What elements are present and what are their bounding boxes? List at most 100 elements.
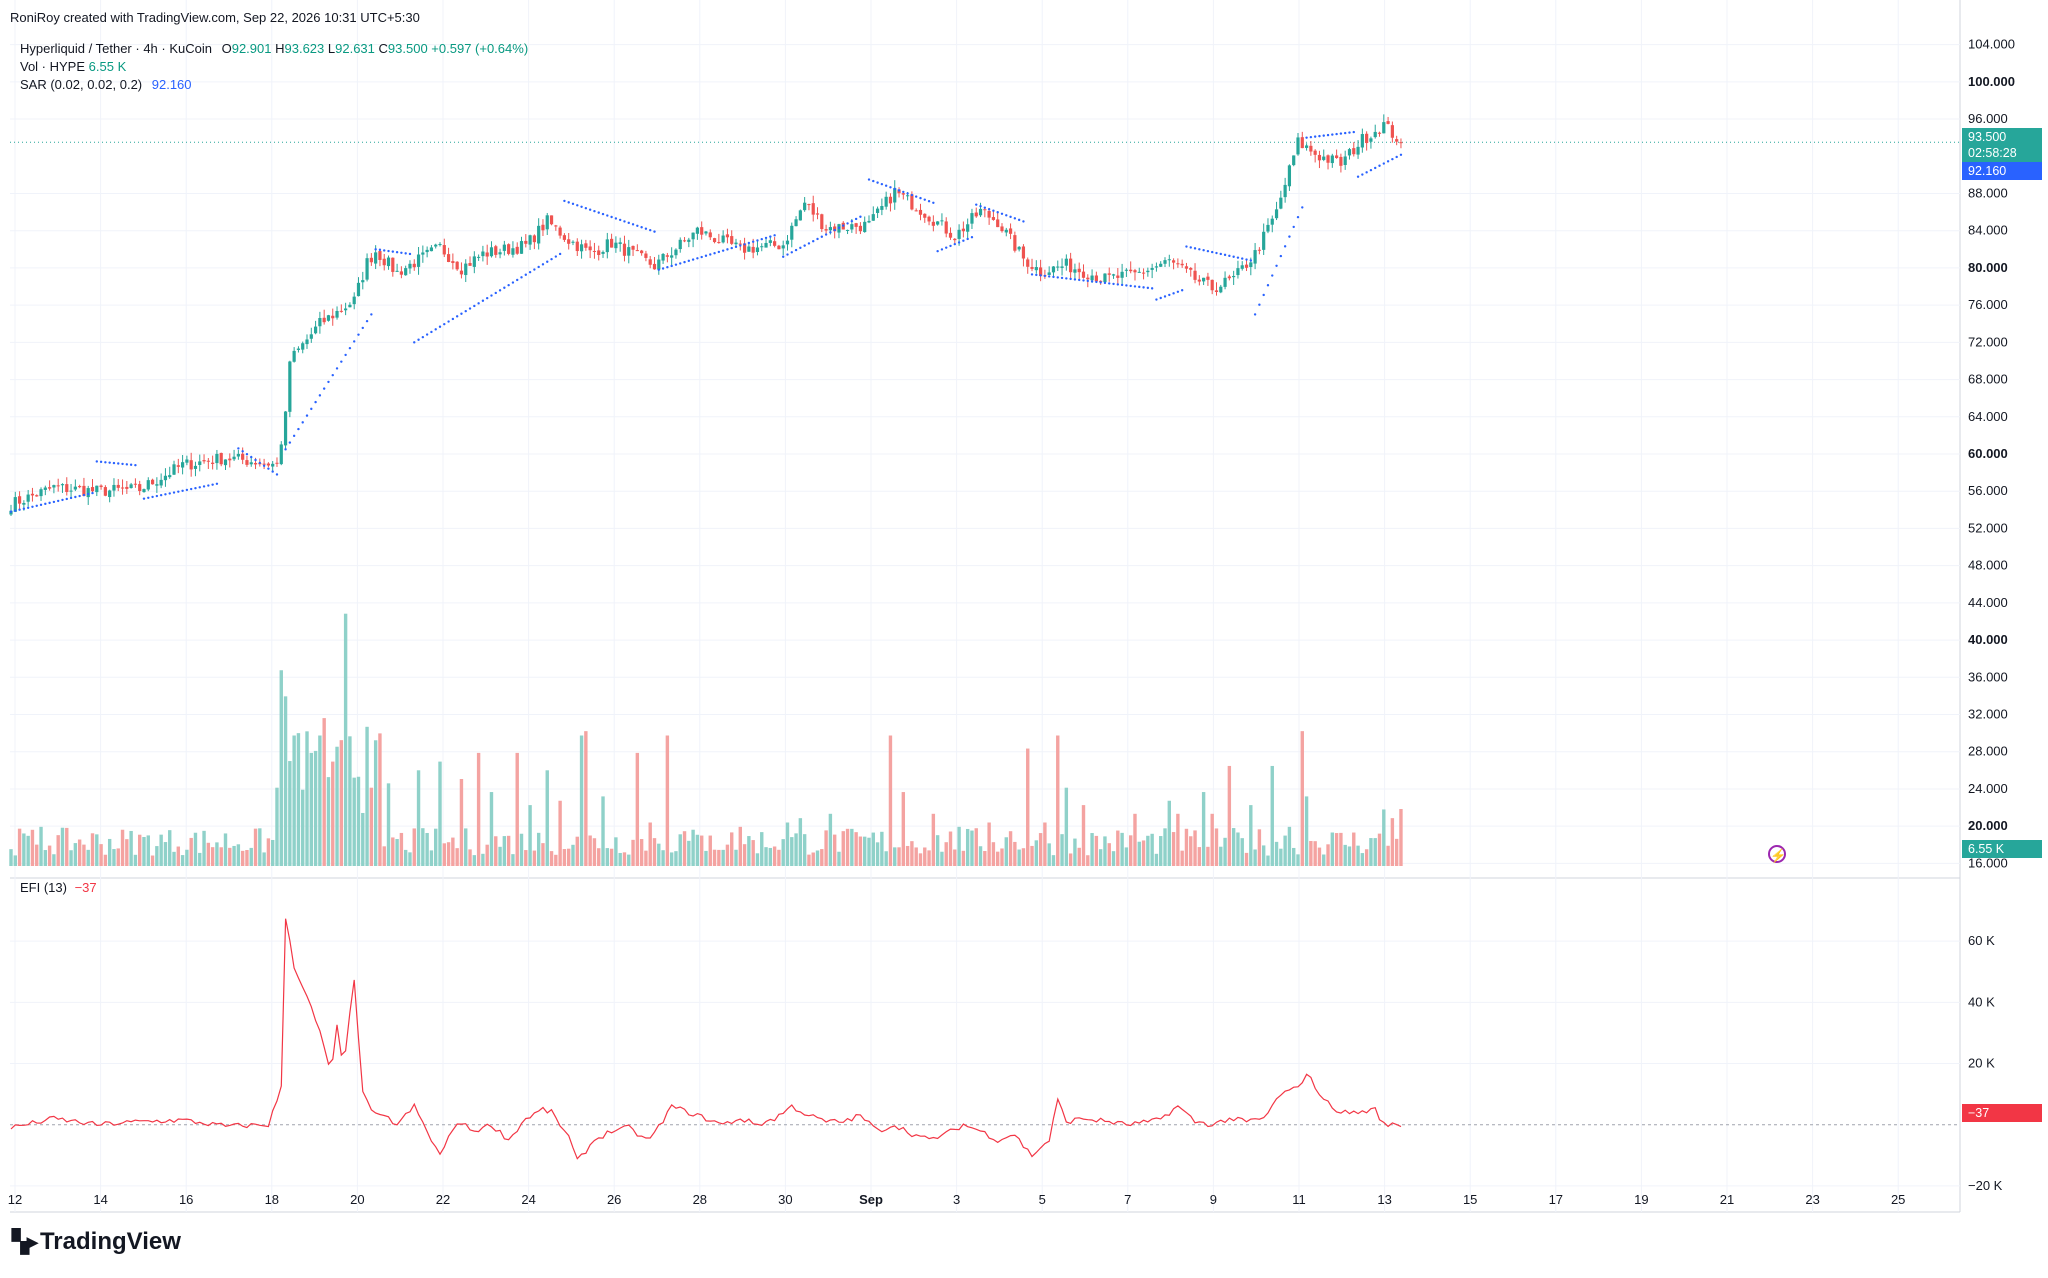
sar-point — [1266, 284, 1270, 287]
candle — [1176, 263, 1180, 265]
volume-bar — [704, 850, 708, 866]
sar-point — [1155, 298, 1158, 301]
candle — [1124, 269, 1128, 271]
candle — [1232, 275, 1236, 278]
volume-bar — [935, 835, 940, 866]
time-tick-label: 28 — [693, 1192, 707, 1207]
lightning-icon[interactable]: ⚡ — [1768, 845, 1786, 863]
sar-point — [687, 259, 691, 263]
sar-point — [125, 463, 129, 466]
candle — [1081, 271, 1086, 278]
sar-point — [820, 235, 824, 238]
sar-point — [1082, 279, 1085, 282]
sar-point — [837, 226, 841, 230]
candle — [138, 484, 142, 492]
candle — [1146, 270, 1150, 273]
sar-point — [691, 258, 695, 261]
time-tick-label: 3 — [953, 1192, 960, 1207]
volume-bar — [56, 835, 60, 866]
volume-bar — [1133, 813, 1137, 866]
volume-bar — [575, 836, 579, 866]
price-tick-label: 32.000 — [1968, 707, 2008, 722]
volume-bar — [721, 849, 725, 866]
volume-bar — [1086, 855, 1090, 866]
sar-point — [627, 221, 630, 225]
efi-series — [10, 918, 1402, 1160]
volume-bar — [545, 770, 549, 866]
sar-tag: 92.160 — [1962, 162, 2042, 180]
sar-point — [271, 470, 274, 473]
sar-point — [975, 203, 978, 206]
volume-bar — [1073, 838, 1077, 866]
sar-point — [807, 242, 811, 245]
candle — [181, 462, 185, 468]
volume-bar — [511, 854, 515, 866]
candle — [798, 210, 802, 221]
sar-point — [696, 257, 699, 260]
volume-bar — [1390, 818, 1395, 866]
sar-point — [666, 266, 669, 269]
candle — [391, 257, 395, 272]
candle — [60, 484, 65, 486]
logo-text: TradingView — [39, 1228, 181, 1255]
sar-point — [953, 242, 956, 246]
volume-bar — [1330, 832, 1335, 866]
sar-point — [756, 239, 759, 242]
efi-legend[interactable]: EFI (13) −37 — [20, 880, 97, 895]
candle — [189, 460, 193, 470]
price-tick-label: 52.000 — [1968, 520, 2008, 535]
price-tick-label: 80.000 — [1968, 260, 2008, 275]
candle — [1257, 249, 1261, 251]
candle — [1077, 268, 1081, 273]
candle — [528, 235, 532, 245]
candle — [48, 487, 52, 489]
candle — [579, 244, 584, 252]
candle — [1056, 266, 1060, 268]
volume-bar — [1274, 841, 1279, 866]
volume-bar — [940, 851, 944, 866]
volume-bar — [1180, 850, 1184, 866]
volume-bar — [1300, 731, 1304, 866]
sar-point — [473, 304, 476, 308]
sar-point — [1335, 132, 1338, 136]
sar-point — [1103, 281, 1107, 285]
candle — [365, 258, 369, 280]
volume-bar — [1231, 828, 1236, 866]
candle — [657, 259, 661, 270]
sar-point — [842, 224, 845, 227]
candle — [198, 461, 202, 465]
volume-bar — [644, 850, 648, 866]
volume-bar — [502, 836, 507, 866]
sar-point — [897, 189, 901, 192]
sar-point — [1288, 235, 1291, 238]
candle — [1266, 224, 1270, 232]
candle — [652, 263, 657, 270]
tradingview-logo[interactable]: ▚▸ TradingView — [12, 1228, 181, 1256]
volume-tag: 6.55 K — [1962, 840, 2042, 858]
volume-bar — [1103, 836, 1107, 866]
sar-point — [417, 338, 420, 341]
volume-bar — [262, 852, 266, 866]
volume-bar — [875, 842, 880, 866]
sar-point — [1211, 250, 1214, 254]
volume-bar — [1360, 853, 1365, 866]
candle — [30, 493, 35, 496]
symbol-legend[interactable]: Hyperliquid / Tether · 4h · KuCoin O92.9… — [20, 41, 528, 56]
volume-bar — [386, 783, 391, 866]
candle — [622, 243, 627, 256]
volume-bar — [1394, 838, 1399, 866]
sar-point — [996, 211, 999, 214]
candle — [116, 484, 120, 488]
time-tick-label: 18 — [265, 1192, 279, 1207]
volume-legend[interactable]: Vol · HYPE 6.55 K — [20, 59, 126, 74]
close-value: 93.500 — [387, 41, 428, 56]
candle — [700, 227, 704, 235]
volume-bar — [65, 827, 69, 866]
sar-point — [1159, 296, 1162, 300]
volume-bar — [219, 847, 223, 866]
sar-point — [237, 447, 240, 450]
candle — [948, 232, 953, 238]
candle — [356, 282, 361, 297]
sar-point — [1361, 173, 1364, 176]
sar-legend[interactable]: SAR (0.02, 0.02, 0.2) 92.160 — [20, 77, 192, 92]
